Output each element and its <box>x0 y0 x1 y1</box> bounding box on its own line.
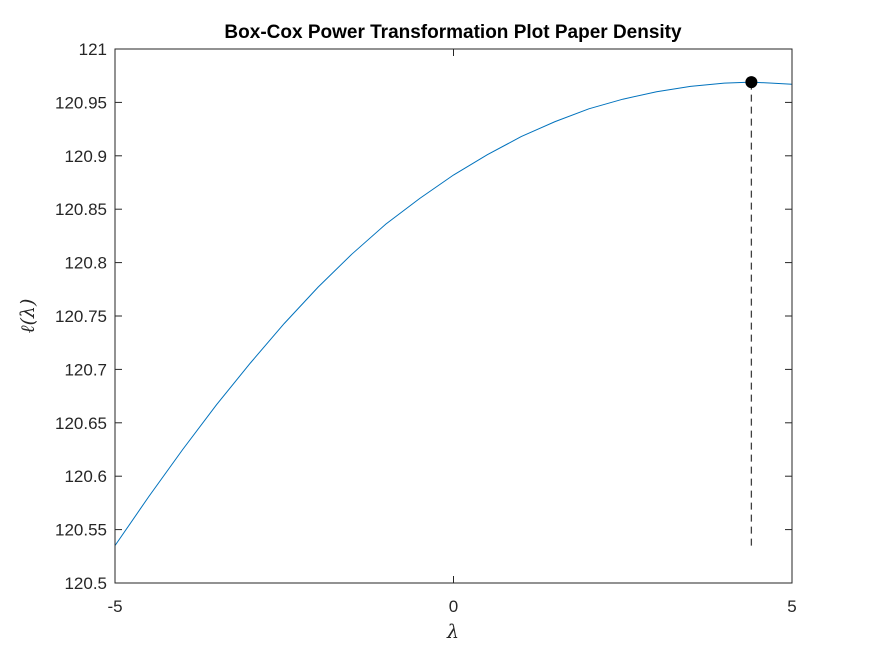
x-tick-labels: -5 0 5 <box>107 597 796 616</box>
tick-marks <box>114 48 793 584</box>
y-tick-label: 120.8 <box>64 254 107 273</box>
x-tick-label: 5 <box>787 597 796 616</box>
y-tick-label: 120.7 <box>64 360 107 379</box>
y-tick-label: 120.6 <box>64 467 107 486</box>
y-axis-label: ℓ(λ) <box>17 299 39 334</box>
series-line <box>114 81 793 546</box>
y-tick-label: 121 <box>79 40 107 59</box>
y-tick-label: 120.85 <box>55 200 107 219</box>
x-tick-label: 0 <box>449 597 458 616</box>
y-tick-label: 120.5 <box>64 574 107 593</box>
series-layer <box>114 81 793 546</box>
annotation-layer <box>745 76 758 546</box>
axes-box <box>114 48 793 584</box>
x-tick-label: -5 <box>107 597 122 616</box>
chart-title: Box-Cox Power Transformation Plot Paper … <box>224 22 682 43</box>
plot-area <box>115 49 792 583</box>
y-tick-label: 120.55 <box>55 521 107 540</box>
y-tick-label: 120.95 <box>55 93 107 112</box>
y-tick-label: 120.65 <box>55 414 107 433</box>
y-tick-label: 120.75 <box>55 307 107 326</box>
maximum-marker <box>745 76 758 89</box>
y-tick-labels: 120.5 120.55 120.6 120.65 120.7 120.75 120.8 12… <box>55 40 107 593</box>
x-axis-label: λ <box>446 621 459 643</box>
y-tick-label: 120.9 <box>64 147 107 166</box>
